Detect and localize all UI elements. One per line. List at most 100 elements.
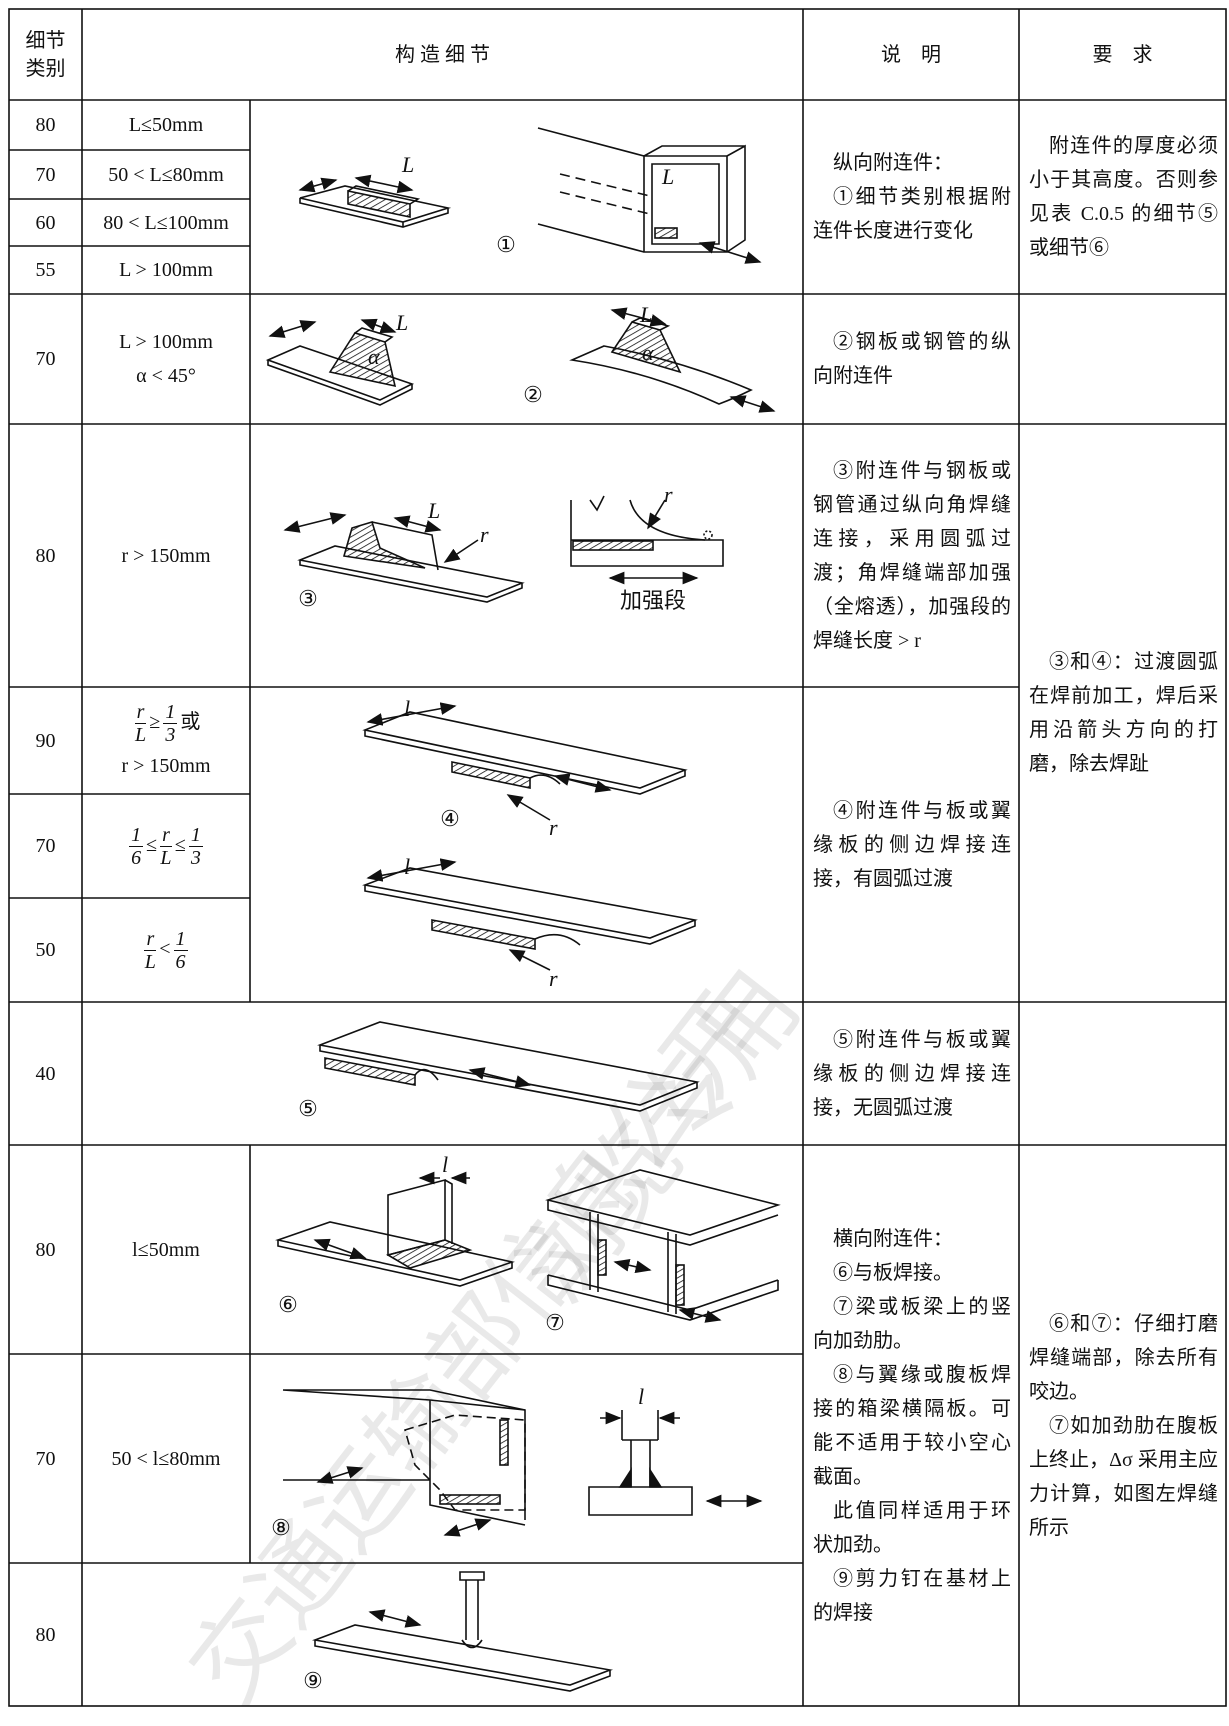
condition-text: L > 100mm <box>119 259 213 281</box>
condition-line: L≤50mm <box>129 111 203 139</box>
description-cell: 纵向附连件： ①细节类别根据附连件长度进行变化 <box>803 100 1019 294</box>
category-cell: 70 <box>35 163 56 186</box>
numerator: 1 <box>173 927 188 951</box>
figure-label: l <box>404 854 410 879</box>
condition-line: α < 45° <box>136 365 196 387</box>
figure-label: L <box>427 498 440 523</box>
description-text: ⑦梁或板梁上的竖向加劲肋。 <box>813 1295 1011 1352</box>
condition-text: 50 < L≤80mm <box>108 163 224 186</box>
numerator: r <box>160 823 172 847</box>
description-text: ⑥与板焊接。 <box>833 1261 953 1284</box>
condition-line: L > 100mm <box>119 328 213 356</box>
condition-line: r > 150mm <box>121 542 210 570</box>
denominator: 3 <box>165 724 176 746</box>
category-cell: 60 <box>35 211 56 234</box>
requirement-cell: 附连件的厚度必须小于其高度。否则参见表 C.0.5 的细节⑤或细节⑥ <box>1019 100 1226 294</box>
figure-number: ⑦ <box>545 1310 565 1335</box>
condition-line: r L ≥1 3 或 <box>132 701 200 746</box>
condition-text: r > 150mm <box>121 544 211 567</box>
condition-cell: L > 100mm α < 45° <box>82 294 250 424</box>
condition-cell: 1 6 ≤ r L ≤1 3 <box>82 794 250 898</box>
figure-number: ③ <box>298 586 318 611</box>
denominator: L <box>144 950 156 973</box>
condition-text: ≤ <box>174 833 186 856</box>
numerator: 1 <box>129 823 144 847</box>
category-cell: 40 <box>35 1062 56 1085</box>
header-cell: 要 求 <box>1092 43 1153 66</box>
requirement-text: ⑥和⑦：仔细打磨焊缝端部，除去所有咬边。 <box>1029 1312 1218 1403</box>
condition-text: l≤50mm <box>132 1238 200 1261</box>
figure-number: ⑤ <box>298 1096 318 1121</box>
description-text: ①细节类别根据附连件长度进行变化 <box>813 186 1011 242</box>
condition-cell: 80 < L≤100mm <box>82 199 250 246</box>
condition-line: r > 150mm <box>121 755 211 777</box>
category-cell: 80 <box>35 114 56 136</box>
condition-line: r L <1 6 <box>141 928 190 973</box>
figure-label: α <box>642 340 654 365</box>
category-cell: 50 <box>35 939 56 961</box>
requirement-text: 附连件的厚度必须小于其高度。否则参见表 C.0.5 的细节⑤或细节⑥ <box>1029 135 1218 259</box>
category-cell: 70 <box>35 1447 56 1470</box>
denominator: 3 <box>190 846 201 869</box>
description-text: 横向附连件： <box>833 1227 953 1250</box>
denominator: 6 <box>175 950 186 973</box>
figure-number: ④ <box>440 806 460 831</box>
category-cell: 55 <box>35 259 56 281</box>
condition-text: ≤ <box>146 833 158 856</box>
figure-number: ① <box>496 232 516 257</box>
figure-label: L <box>661 164 674 189</box>
description-text: 此值同样适用于环状加劲。 <box>813 1499 1011 1556</box>
figure-label: r <box>549 815 558 840</box>
condition-text: 50 < l≤80mm <box>111 1447 221 1470</box>
condition-line: 1 6 ≤ r L ≤1 3 <box>126 824 206 869</box>
figure-label: l <box>442 1152 448 1177</box>
description-cell: ②钢板或钢管的纵向附连件 <box>803 294 1019 424</box>
category-cell: 80 <box>35 1623 56 1646</box>
description-text: ⑨剪力钉在基材上的焊接 <box>813 1567 1011 1624</box>
description-text: 纵向附连件： <box>833 152 953 174</box>
condition-text: < <box>159 937 171 960</box>
description-text: ②钢板或钢管的纵向附连件 <box>813 331 1011 387</box>
condition-cell: 50 < L≤80mm <box>82 150 250 199</box>
figure-label: l <box>404 696 410 721</box>
figure-label: 加强段 <box>620 588 686 613</box>
condition-line: l≤50mm <box>132 1236 200 1264</box>
category-cell: 80 <box>35 544 56 567</box>
requirement-text: ③和④：过渡圆弧在焊前加工，焊后采用沿箭头方向的打磨，除去焊趾 <box>1029 651 1218 775</box>
condition-cell: L≤50mm <box>82 100 250 150</box>
numerator: r <box>144 927 157 951</box>
figure-label: l <box>638 1384 644 1409</box>
header-cell: 说 明 <box>881 43 941 66</box>
numerator: r <box>134 701 147 724</box>
condition-cell: r L <1 6 <box>82 898 250 1002</box>
condition-line: 80 < L≤100mm <box>103 209 229 237</box>
requirement-cell: ③和④：过渡圆弧在焊前加工，焊后采用沿箭头方向的打磨，除去焊趾 <box>1019 424 1226 1002</box>
description-cell: ③附连件与钢板或钢管通过纵向角焊缝连接，采用圆弧过渡；角焊缝端部加强（全熔透），… <box>803 424 1019 687</box>
description-cell: ⑤附连件与板或翼缘板的侧边焊接连接，无圆弧过渡 <box>803 1002 1019 1145</box>
condition-cell: r > 150mm <box>82 424 250 687</box>
denominator: L <box>160 846 172 869</box>
description-text: ④附连件与板或翼缘板的侧边焊接连接，有圆弧过渡 <box>813 799 1011 890</box>
figure-label: α <box>368 344 380 369</box>
condition-text: ≥ <box>149 711 161 734</box>
figure-number: ⑧ <box>271 1515 291 1540</box>
requirement-cell: ⑥和⑦：仔细打磨焊缝端部，除去所有咬边。 ⑦如加劲肋在腹板上终止，Δσ 采用主应力… <box>1019 1145 1226 1706</box>
denominator: L <box>134 724 147 746</box>
condition-line: 50 < l≤80mm <box>112 1445 221 1473</box>
header-cell: 细节类别 <box>25 29 66 80</box>
description-cell: 横向附连件： ⑥与板焊接。 ⑦梁或板梁上的竖向加劲肋。 ⑧与翼缘或腹板焊接的箱梁横隔板… <box>803 1145 1019 1706</box>
condition-cell: l≤50mm <box>82 1145 250 1354</box>
figure-label: r <box>549 966 558 991</box>
numerator: 1 <box>163 701 178 724</box>
condition-cell: L > 100mm <box>82 246 250 294</box>
description-text: ⑤附连件与板或翼缘板的侧边焊接连接，无圆弧过渡 <box>813 1028 1011 1119</box>
condition-text: L > 100mm <box>119 331 213 353</box>
denominator: 6 <box>131 846 142 869</box>
